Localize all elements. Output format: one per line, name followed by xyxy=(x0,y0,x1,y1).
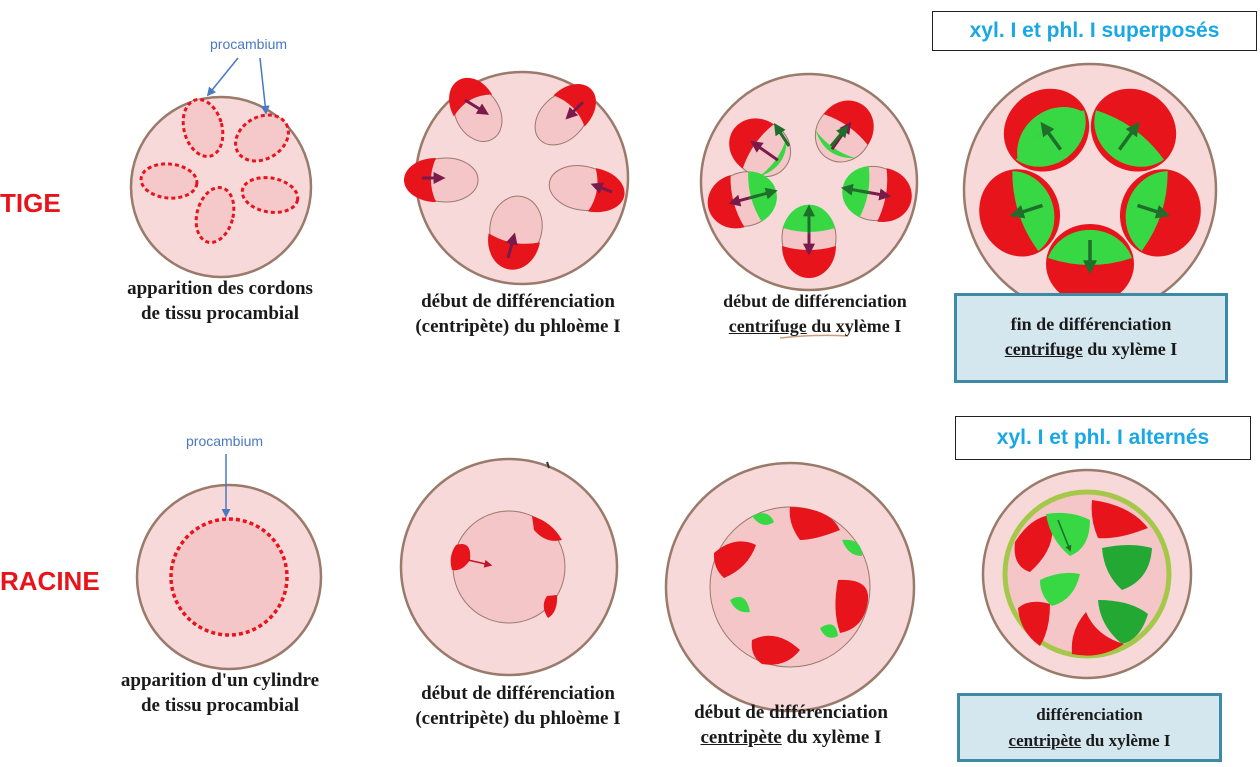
caption-tige-stage1: apparition des cordons de tissu procambi… xyxy=(127,278,313,324)
tige-stage1-procambial-strands xyxy=(129,57,313,279)
box-racine-final: différenciation centripète du xylème I xyxy=(957,693,1222,762)
tige-stage3-xylem-begin xyxy=(699,72,919,292)
caption-tige-stage2: début de différenciation (centripète) du… xyxy=(415,291,621,337)
caption-tige-stage3: début de différenciation centrifuge du x… xyxy=(723,291,907,336)
tige-stage4-xylem-complete xyxy=(962,62,1218,318)
racine-stage1-procambial-cylinder xyxy=(135,454,323,671)
racine-stage3-xylem-begin xyxy=(664,461,916,713)
row-label-racine: RACINE xyxy=(0,566,100,596)
caption-racine-stage1: apparition d'un cylindre de tissu procam… xyxy=(120,670,320,716)
racine-stage4-xylem-complete xyxy=(981,468,1193,680)
caption-racine-stage3: début de différenciation centripète du x… xyxy=(694,702,888,748)
box-alternes: xyl. I et phl. I alternés xyxy=(955,416,1251,460)
tige-stage2-phloem-begin xyxy=(404,70,630,286)
row-label-tige: TIGE xyxy=(0,188,61,218)
box-superposes: xyl. I et phl. I superposés xyxy=(932,11,1257,51)
procambium-label-tige: procambium xyxy=(210,36,288,52)
procambium-label-racine: procambium xyxy=(186,433,264,449)
caption-racine-stage2: début de différenciation (centripète) du… xyxy=(415,683,621,729)
box-tige-final: fin de différenciation centrifuge du xyl… xyxy=(954,293,1228,383)
racine-stage2-phloem-begin xyxy=(399,457,619,677)
